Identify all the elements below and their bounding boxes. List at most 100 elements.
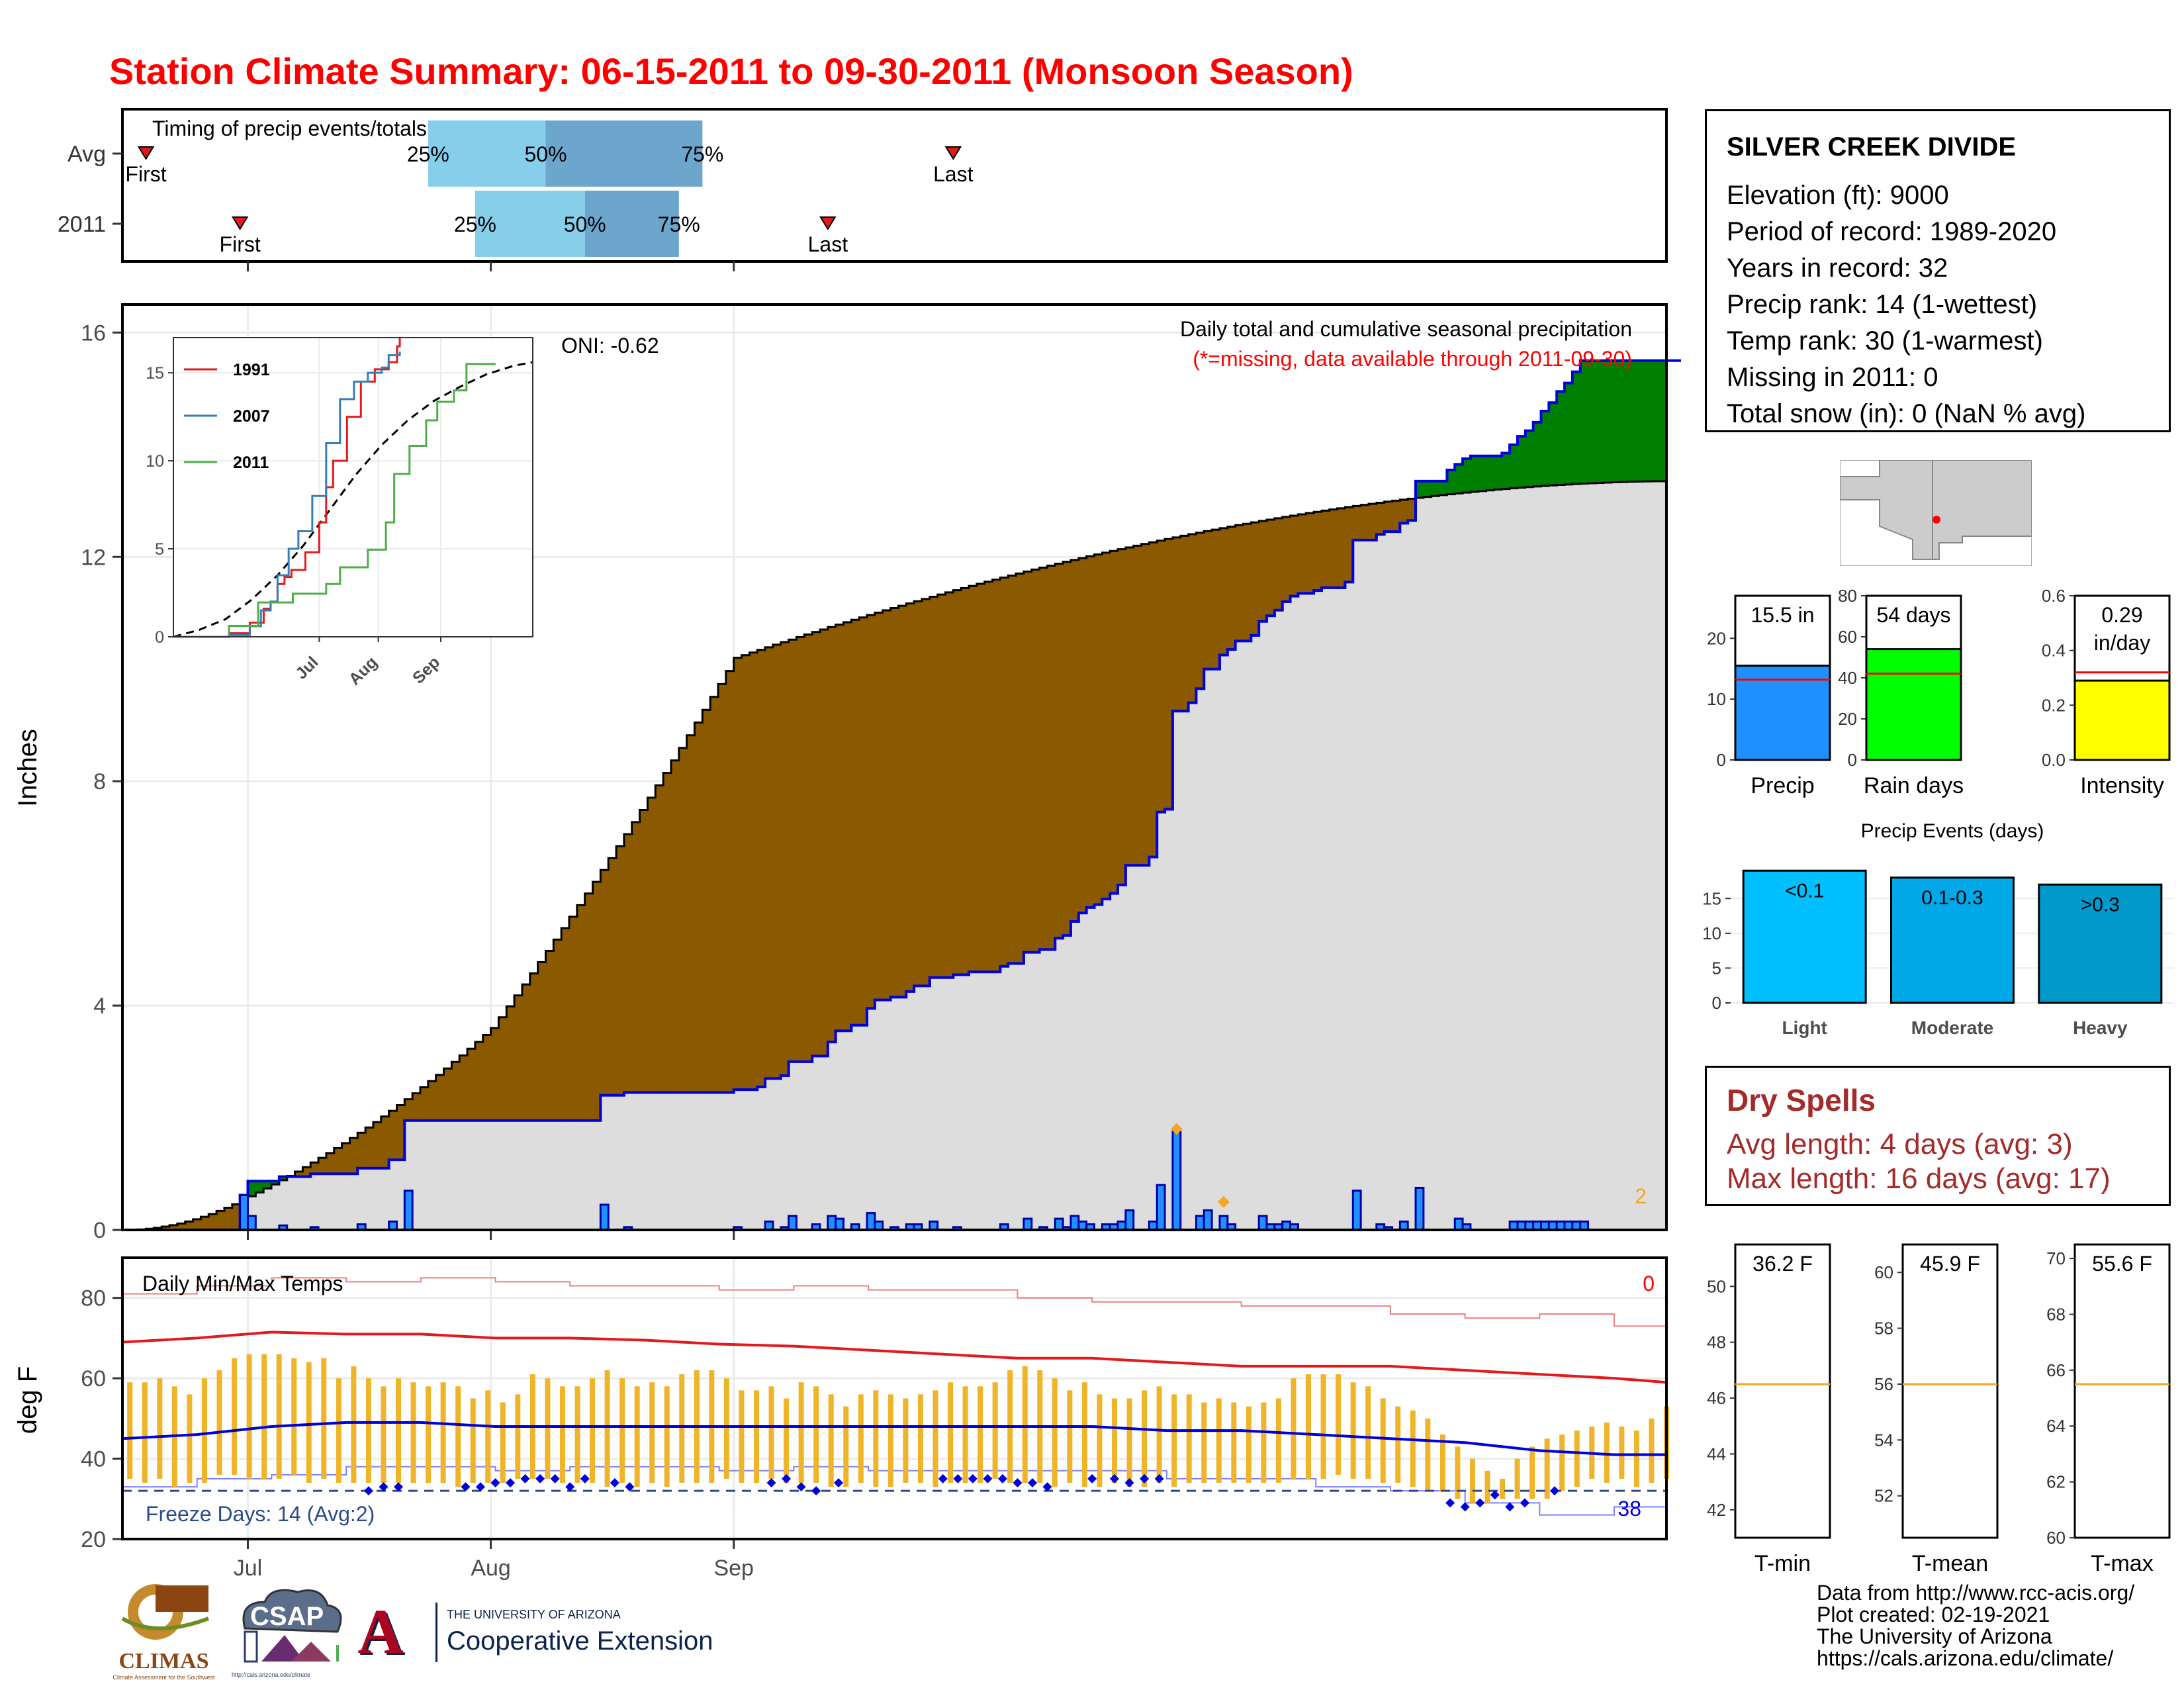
cumulative-base-fill [537, 1120, 547, 1230]
cumulative-base-fill [388, 1160, 397, 1230]
climas-logo-subtext: Climate Assessment for the Southwest [113, 1674, 215, 1681]
daily-temp-range-bar [545, 1378, 551, 1479]
daily-temp-range-bar [1469, 1458, 1475, 1503]
below-avg-fill [765, 647, 774, 1079]
below-avg-fill [984, 581, 993, 972]
station-snow: Total snow (in): 0 (NaN % avg) [1727, 399, 2086, 428]
cumulative-base-fill [1486, 490, 1494, 1230]
cumulative-base-fill [859, 1025, 868, 1230]
temp-x-tick-label: Sep [713, 1556, 754, 1581]
cumulative-base-fill [1345, 582, 1353, 1230]
below-avg-fill [1345, 507, 1353, 583]
cumulative-base-fill [553, 1120, 562, 1230]
daily-temp-range-bar [365, 1378, 371, 1483]
below-avg-fill [443, 1068, 452, 1121]
cumulative-base-fill [428, 1120, 437, 1230]
cumulative-base-fill [334, 1174, 343, 1230]
below-avg-fill [969, 586, 978, 972]
daily-temp-range-bar [1022, 1366, 1028, 1483]
cumulative-base-fill [639, 1092, 648, 1230]
climas-logo: CLIMAS Climate Assessment for the Southw… [109, 1579, 218, 1681]
below-avg-fill [953, 590, 962, 975]
cumulative-base-fill [529, 1120, 539, 1230]
below-freezing-marker [1087, 1474, 1097, 1483]
daily-precip-bar [599, 1203, 610, 1231]
daily-temp-range-bar [381, 1386, 387, 1483]
cumulative-base-fill [381, 1168, 390, 1230]
daily-temp-range-bar [1216, 1398, 1222, 1483]
temp-x-tick-label: Jul [234, 1556, 262, 1581]
ua-heading: THE UNIVERSITY OF ARIZONA [447, 1608, 621, 1621]
above-avg-fill [1572, 371, 1581, 485]
avg-min-line [122, 1421, 1666, 1456]
daily-precip-bar [1195, 1215, 1205, 1231]
below-avg-fill [906, 603, 915, 992]
below-avg-fill [482, 1035, 492, 1121]
csap-logo-text: CSAP [250, 1602, 324, 1631]
above-avg-fill [263, 1181, 272, 1189]
above-avg-fill [1470, 455, 1479, 492]
daily-temp-range-bar [978, 1386, 983, 1483]
below-avg-fill [1204, 531, 1212, 669]
cumulative-base-fill [914, 986, 923, 1230]
daily-temp-range-bar [948, 1382, 954, 1483]
daily-precip-bar [835, 1217, 845, 1231]
above-avg-fill [1604, 360, 1612, 483]
daily-temp-range-bar [619, 1378, 625, 1483]
cumulative-base-fill [1368, 539, 1377, 1231]
below-freezing-marker [953, 1474, 963, 1483]
below-avg-fill [177, 1223, 186, 1230]
below-avg-fill [1196, 532, 1205, 689]
daily-precip-bar [866, 1212, 876, 1231]
daily-precip-bar [1054, 1217, 1064, 1231]
daily-temp-range-bar [858, 1394, 864, 1483]
summary-y-tick-label: 56 [1874, 1374, 1893, 1394]
cumulative-base-fill [733, 1090, 743, 1230]
cumulative-base-fill [937, 977, 946, 1230]
cumulative-base-fill [1212, 669, 1220, 1230]
timing-q50-q75-bar [584, 191, 679, 257]
missing-data-marker [1217, 1196, 1230, 1208]
cumulative-base-fill [396, 1160, 405, 1230]
below-avg-fill [1172, 537, 1181, 712]
cumulative-base-fill [1596, 483, 1604, 1230]
daily-temp-range-bar [1380, 1398, 1386, 1483]
timing-first-marker [231, 216, 249, 230]
above-avg-fill [1517, 436, 1526, 488]
precip-event-bar-label: <0.1 [1785, 880, 1824, 902]
cumulative-base-fill [1439, 494, 1447, 1230]
main-y-tick-label: 12 [81, 545, 106, 570]
daily-temp-range-bar [1201, 1402, 1207, 1483]
cumulative-base-fill [827, 1042, 837, 1230]
csap-logo-url: http://cals.arizona.edu/climate [232, 1671, 311, 1678]
daily-temp-range-bar [246, 1354, 252, 1479]
above-avg-fill [1659, 360, 1667, 481]
cumulative-base-fill [788, 1061, 797, 1230]
below-avg-fill [921, 598, 931, 986]
below-freezing-marker [782, 1474, 792, 1483]
daily-temp-range-bar [723, 1378, 729, 1479]
precip-event-bar-label: 0.1-0.3 [1921, 887, 1983, 909]
below-avg-fill [1165, 539, 1173, 810]
cumulative-base-fill [451, 1120, 460, 1230]
daily-temp-range-bar [1395, 1406, 1401, 1483]
cumulative-base-fill [1619, 482, 1628, 1231]
summary-y-tick-label: 44 [1707, 1444, 1726, 1464]
cumulative-base-fill [263, 1188, 272, 1230]
precip-event-category: Moderate [1911, 1017, 1993, 1038]
station-location-marker [1933, 516, 1940, 524]
cumulative-base-fill [1157, 812, 1165, 1230]
below-avg-fill [1055, 563, 1064, 939]
cumulative-base-fill [490, 1120, 499, 1230]
temp-y-tick-label: 80 [81, 1286, 106, 1311]
below-avg-fill [608, 858, 617, 1096]
below-avg-fill [1110, 551, 1118, 894]
timing-first-label: First [220, 232, 261, 256]
cumulative-base-fill [1494, 489, 1502, 1230]
cumulative-base-fill [757, 1086, 766, 1230]
daily-temp-range-bar [396, 1378, 402, 1483]
footer-credits: Data from http://www.rcc-acis.org/ Plot … [1817, 1582, 2134, 1669]
above-avg-fill [1565, 383, 1573, 485]
cumulative-base-fill [898, 997, 907, 1230]
below-avg-fill [1267, 519, 1275, 616]
